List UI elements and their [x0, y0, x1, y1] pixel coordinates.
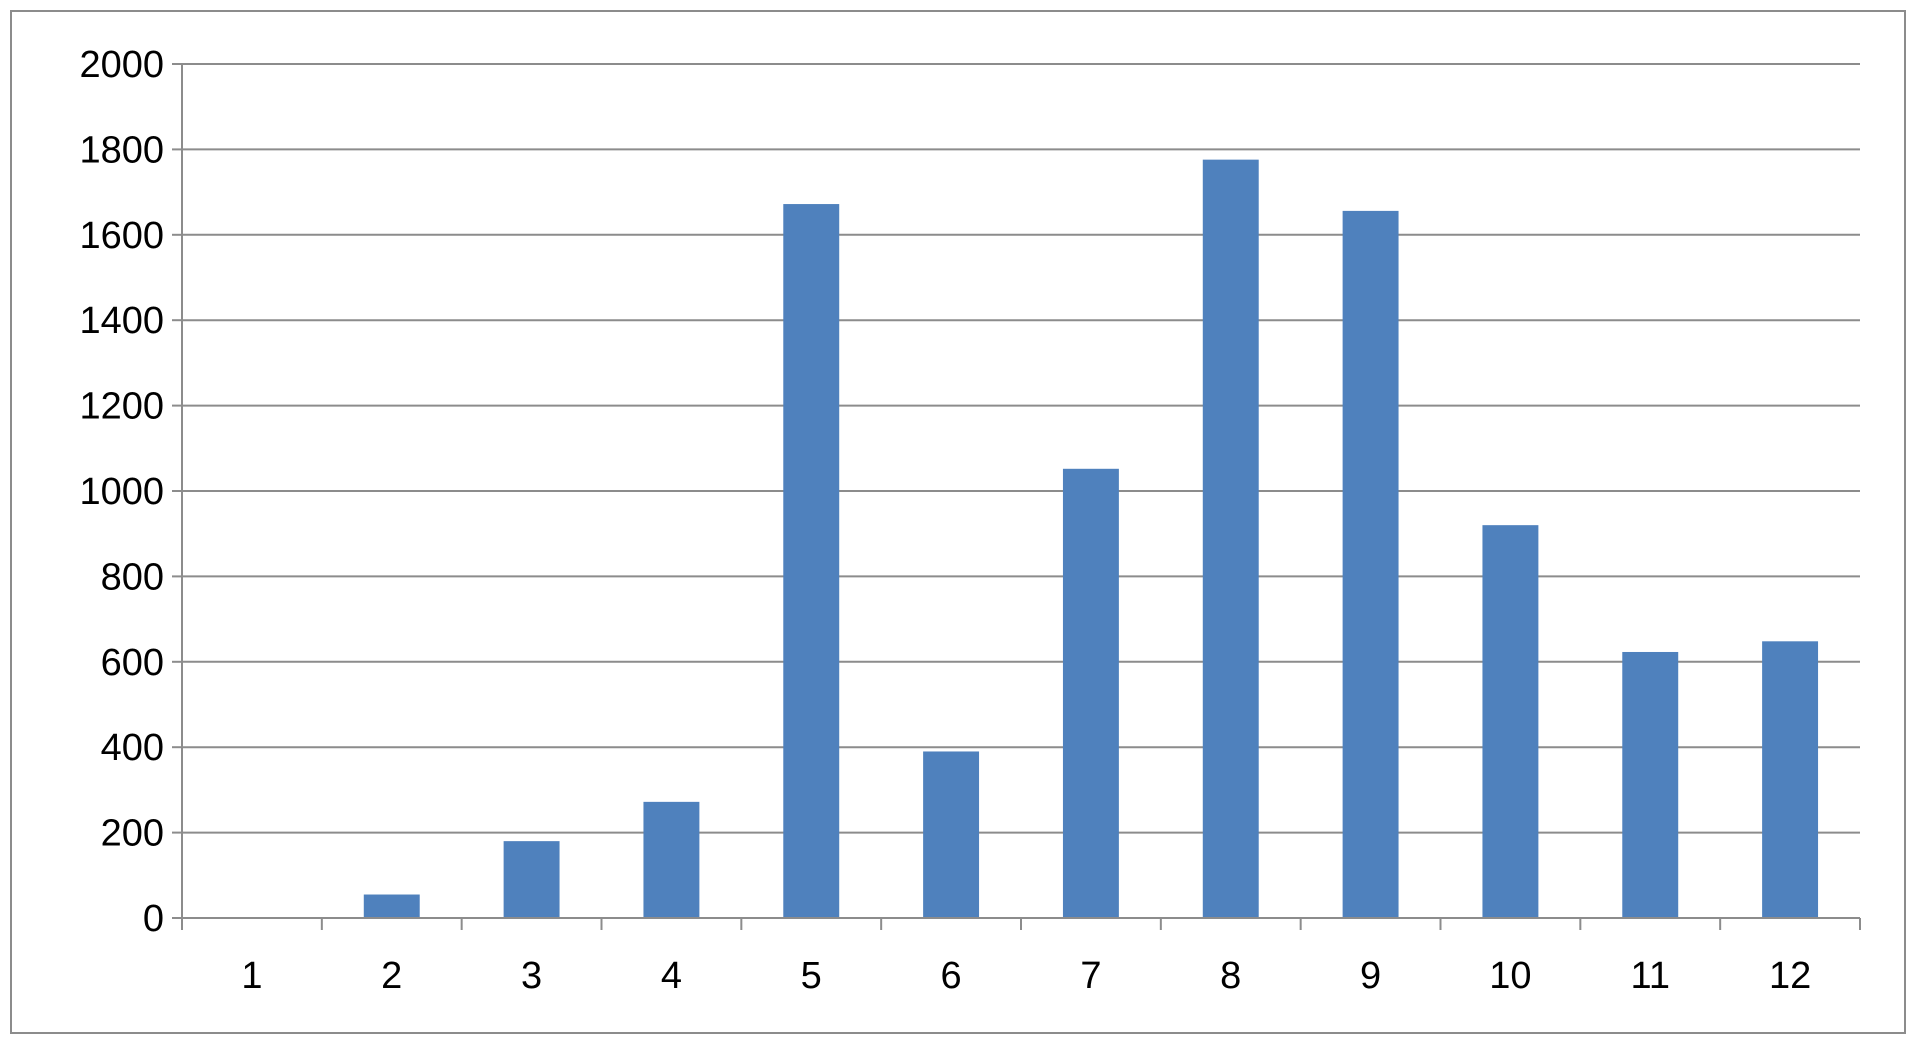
x-tick-label: 10: [1489, 955, 1531, 997]
bar-series: [363, 159, 1819, 918]
gridlines: [182, 63, 1860, 834]
x-tick-label: 3: [521, 955, 542, 997]
x-tick-label: 11: [1631, 955, 1670, 997]
y-tick-label: 1200: [79, 386, 164, 428]
y-tick-label: 800: [101, 556, 164, 598]
x-tick-label: 7: [1080, 955, 1101, 997]
bar-11: [1622, 651, 1679, 918]
x-tick-label: 9: [1360, 955, 1381, 997]
chart-frame: 0 200 400 600 800 1000 1200 1400 1600 1800 2000 1 2 3…: [10, 10, 1906, 1034]
bar-2: [363, 894, 420, 918]
y-tick-label: 1800: [79, 129, 164, 171]
x-tick-label: 6: [941, 955, 962, 997]
x-tick-label: 2: [381, 955, 402, 997]
y-tick-label: 200: [101, 813, 164, 855]
x-tick-label: 8: [1220, 955, 1241, 997]
bar-4: [643, 801, 700, 918]
y-tick-label: 0: [143, 898, 164, 940]
bar-8: [1202, 159, 1259, 918]
y-tick-label: 600: [101, 642, 164, 684]
y-tick-label: 1400: [79, 300, 164, 342]
axes: [172, 63, 1861, 930]
y-tick-label: 400: [101, 727, 164, 769]
bar-7: [1062, 468, 1119, 918]
y-tick-label: 1600: [79, 215, 164, 257]
bar-5: [783, 204, 840, 918]
bar-10: [1482, 525, 1539, 918]
x-tick-label: 1: [241, 955, 262, 997]
x-tick-label: 4: [661, 955, 682, 997]
x-tick-label: 5: [801, 955, 822, 997]
bar-6: [923, 751, 980, 918]
bar-9: [1342, 210, 1399, 918]
y-tick-label: 1000: [79, 471, 164, 513]
y-tick-label: 2000: [79, 44, 164, 86]
bar-3: [503, 841, 560, 918]
x-tick-label: 12: [1769, 955, 1811, 997]
bar-12: [1762, 641, 1819, 918]
